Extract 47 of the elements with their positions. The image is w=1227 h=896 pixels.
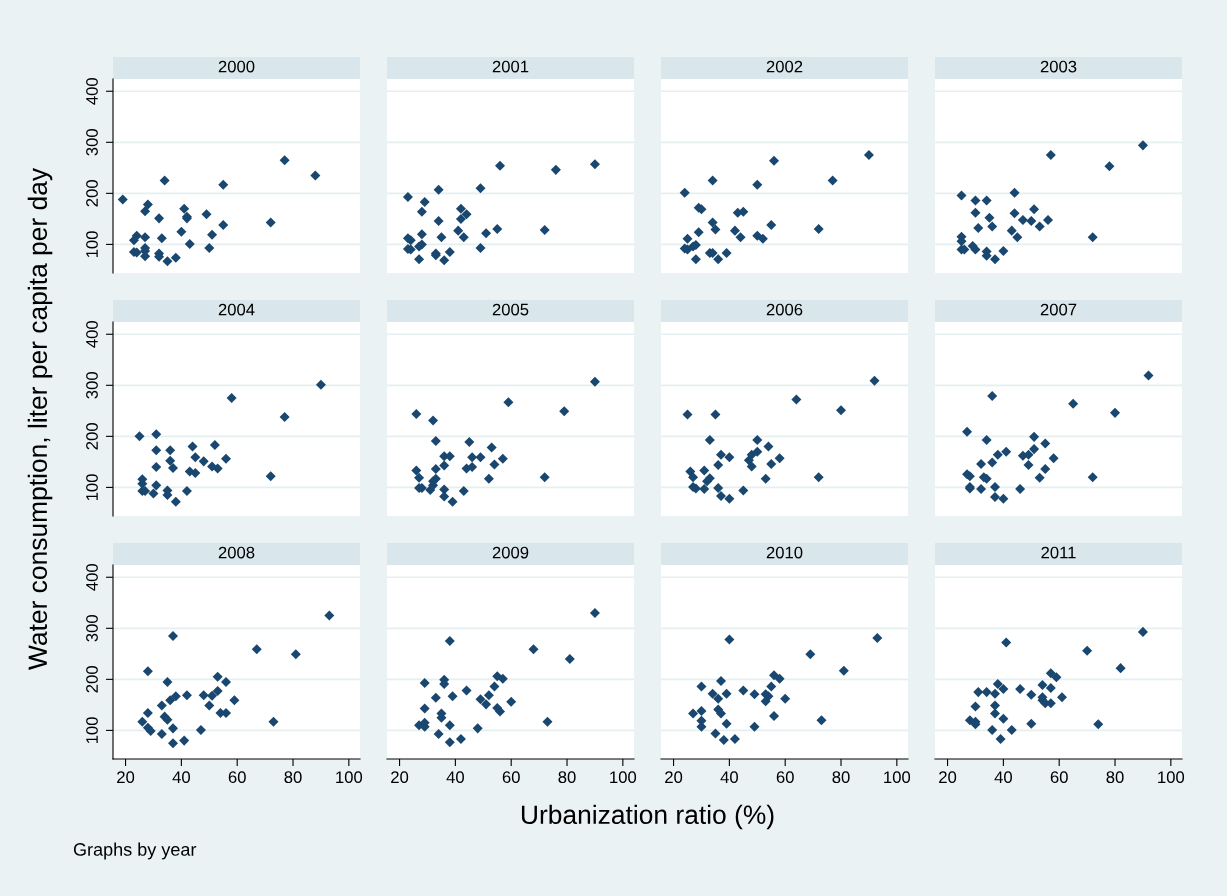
x-tick-label: 100 [1158,771,1185,784]
x-axis-title: Urbanization ratio (%) [521,804,774,830]
chart-title: 2003 [1040,60,1077,73]
x-tick-label: 100 [610,771,637,784]
chart-title: 2005 [492,303,529,316]
y-tick-label: 400 [86,564,98,591]
y-tick-label: 200 [86,423,98,450]
x-tick-label: 100 [336,771,363,784]
x-tick-label: 80 [1106,771,1124,784]
x-tick-label: 40 [720,771,738,784]
y-tick-label: 100 [86,717,98,744]
chart-title: 2009 [492,546,529,559]
chart-title: 2011 [1041,546,1076,559]
x-tick-label: 60 [1050,771,1068,784]
x-tick-label: 20 [391,771,409,784]
x-tick-label: 20 [939,771,957,784]
y-tick-label: 200 [86,180,98,207]
x-tick-label: 40 [446,771,464,784]
y-tick-label: 400 [86,321,98,348]
x-tick-label: 40 [994,771,1012,784]
y-tick-label: 100 [86,474,98,501]
x-tick-label: 40 [172,771,190,784]
y-tick-label: 300 [86,372,98,399]
x-tick-label: 20 [117,771,135,784]
chart-title: 2004 [218,303,255,316]
chart-title: 2006 [766,303,803,316]
x-tick-label: 60 [502,771,520,784]
chart-title: 2002 [766,60,803,73]
text: Graphs by year [73,842,197,860]
chart-title: 2008 [218,546,255,559]
chart-title: 2007 [1040,303,1077,316]
x-tick-label: 20 [665,771,683,784]
x-tick-label: 100 [884,771,911,784]
chart-title: 2010 [766,546,803,559]
y-tick-label: 100 [86,231,98,258]
x-tick-label: 80 [832,771,850,784]
chart-title: 2001 [492,60,529,73]
y-tick-label: 300 [86,129,98,156]
x-tick-label: 80 [558,771,576,784]
x-tick-label: 60 [228,771,246,784]
y-axis-title: Water consumption, liter per capita per day [27,167,53,670]
y-tick-label: 400 [86,78,98,105]
y-tick-label: 200 [86,666,98,693]
x-tick-label: 80 [284,771,302,784]
x-tick-label: 60 [776,771,794,784]
y-tick-label: 300 [86,615,98,642]
chart-title: 2000 [218,60,255,73]
